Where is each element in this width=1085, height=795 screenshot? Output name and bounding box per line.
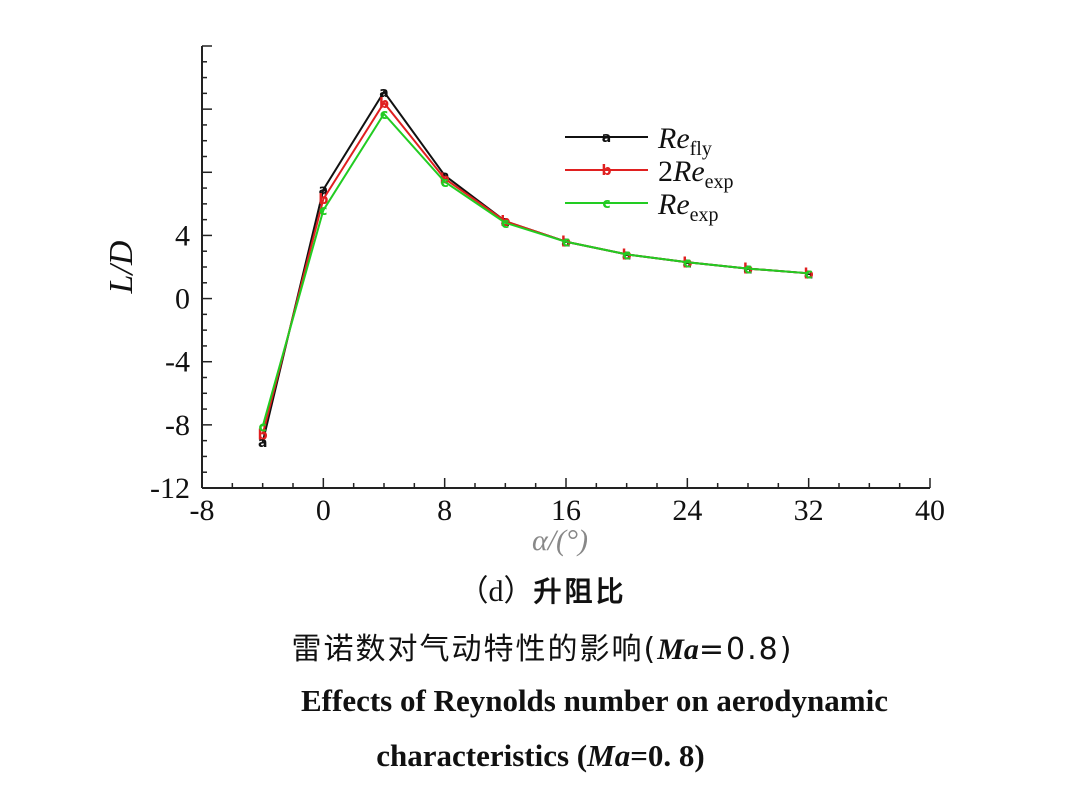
legend-label-sub: fly (690, 138, 712, 160)
data-point: c (319, 203, 327, 219)
data-point: c (805, 266, 813, 282)
data-point: c (259, 419, 267, 435)
english-caption-line2: characteristics (Ma=0. 8) (0, 738, 1083, 774)
legend-label: 2Reexp (658, 155, 734, 193)
data-point: b (804, 266, 814, 282)
data-point: b (379, 96, 389, 112)
english-caption-prefix: characteristics ( (376, 738, 588, 773)
data-point: a (258, 435, 267, 451)
subfigure-prefix: （d） (458, 575, 534, 608)
legend-entry-3: c Reexp (565, 188, 719, 226)
data-point: c (562, 235, 570, 251)
chinese-caption-value: =0.8) (698, 632, 794, 667)
legend-label-main: Re (672, 155, 705, 188)
x-tick-label: -8 (190, 494, 215, 527)
legend-label: Refly (657, 122, 712, 160)
x-tick-label: 0 (316, 494, 331, 527)
x-tick-label: 24 (672, 494, 702, 527)
data-point: a (440, 168, 449, 184)
series-3: c c c c c c c c c c (259, 107, 813, 436)
chinese-caption-title: 雷诺数对气动特性的影响( (291, 632, 658, 667)
data-point: b (258, 427, 268, 443)
data-point: b (318, 192, 328, 208)
legend-label-main: Re (657, 122, 690, 155)
x-tick-label: 32 (794, 494, 824, 527)
x-tick-label: 8 (437, 494, 452, 527)
data-point: c (501, 216, 509, 232)
chinese-caption: 雷诺数对气动特性的影响(Ma=0.8) (0, 624, 1085, 668)
y-tick-label: -4 (165, 346, 190, 379)
data-point: b (440, 172, 450, 188)
x-tick-label: 40 (915, 494, 945, 527)
legend-label: Reexp (657, 188, 719, 226)
legend-entry-1: a Refly (565, 122, 712, 160)
data-point: c (380, 107, 388, 123)
legend-marker: a (602, 130, 611, 146)
data-point: a (804, 266, 813, 282)
legend-label-sub: exp (690, 204, 719, 226)
legend-entry-2: b 2Reexp (565, 155, 734, 193)
data-point: a (379, 85, 388, 101)
y-axis-label: L/D (103, 240, 140, 294)
series-line (261, 112, 809, 427)
legend-marker: b (601, 163, 611, 179)
x-axis-label: α/(°) (532, 524, 588, 557)
y-tick-label: -12 (150, 472, 190, 505)
x-tick-label: 16 (551, 494, 581, 527)
legend-label-coef: 2 (658, 155, 673, 188)
data-point: c (683, 255, 691, 271)
data-point: c (744, 262, 752, 278)
data-point: a (319, 183, 328, 199)
y-tick-label: 4 (175, 219, 190, 252)
subfigure-title: 升阻比 (533, 575, 627, 608)
y-tick-label: -8 (165, 409, 190, 442)
subfigure-caption: （d）升阻比 (0, 566, 1085, 610)
english-caption-ma: Ma (587, 738, 631, 773)
legend-label-main: Re (657, 188, 690, 221)
data-point: c (441, 175, 449, 191)
data-point: c (623, 247, 631, 263)
legend-marker: c (602, 196, 610, 212)
english-caption-line1: Effects of Reynolds number on aerodynami… (301, 683, 888, 718)
series-line (261, 101, 809, 435)
english-caption-value: =0. 8) (630, 738, 705, 773)
legend-label-sub: exp (705, 171, 734, 193)
chinese-caption-ma: Ma (657, 633, 699, 666)
y-tick-label: 0 (175, 283, 190, 316)
